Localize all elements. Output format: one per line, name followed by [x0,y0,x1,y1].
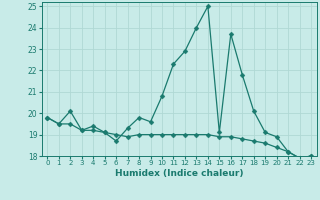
X-axis label: Humidex (Indice chaleur): Humidex (Indice chaleur) [115,169,244,178]
